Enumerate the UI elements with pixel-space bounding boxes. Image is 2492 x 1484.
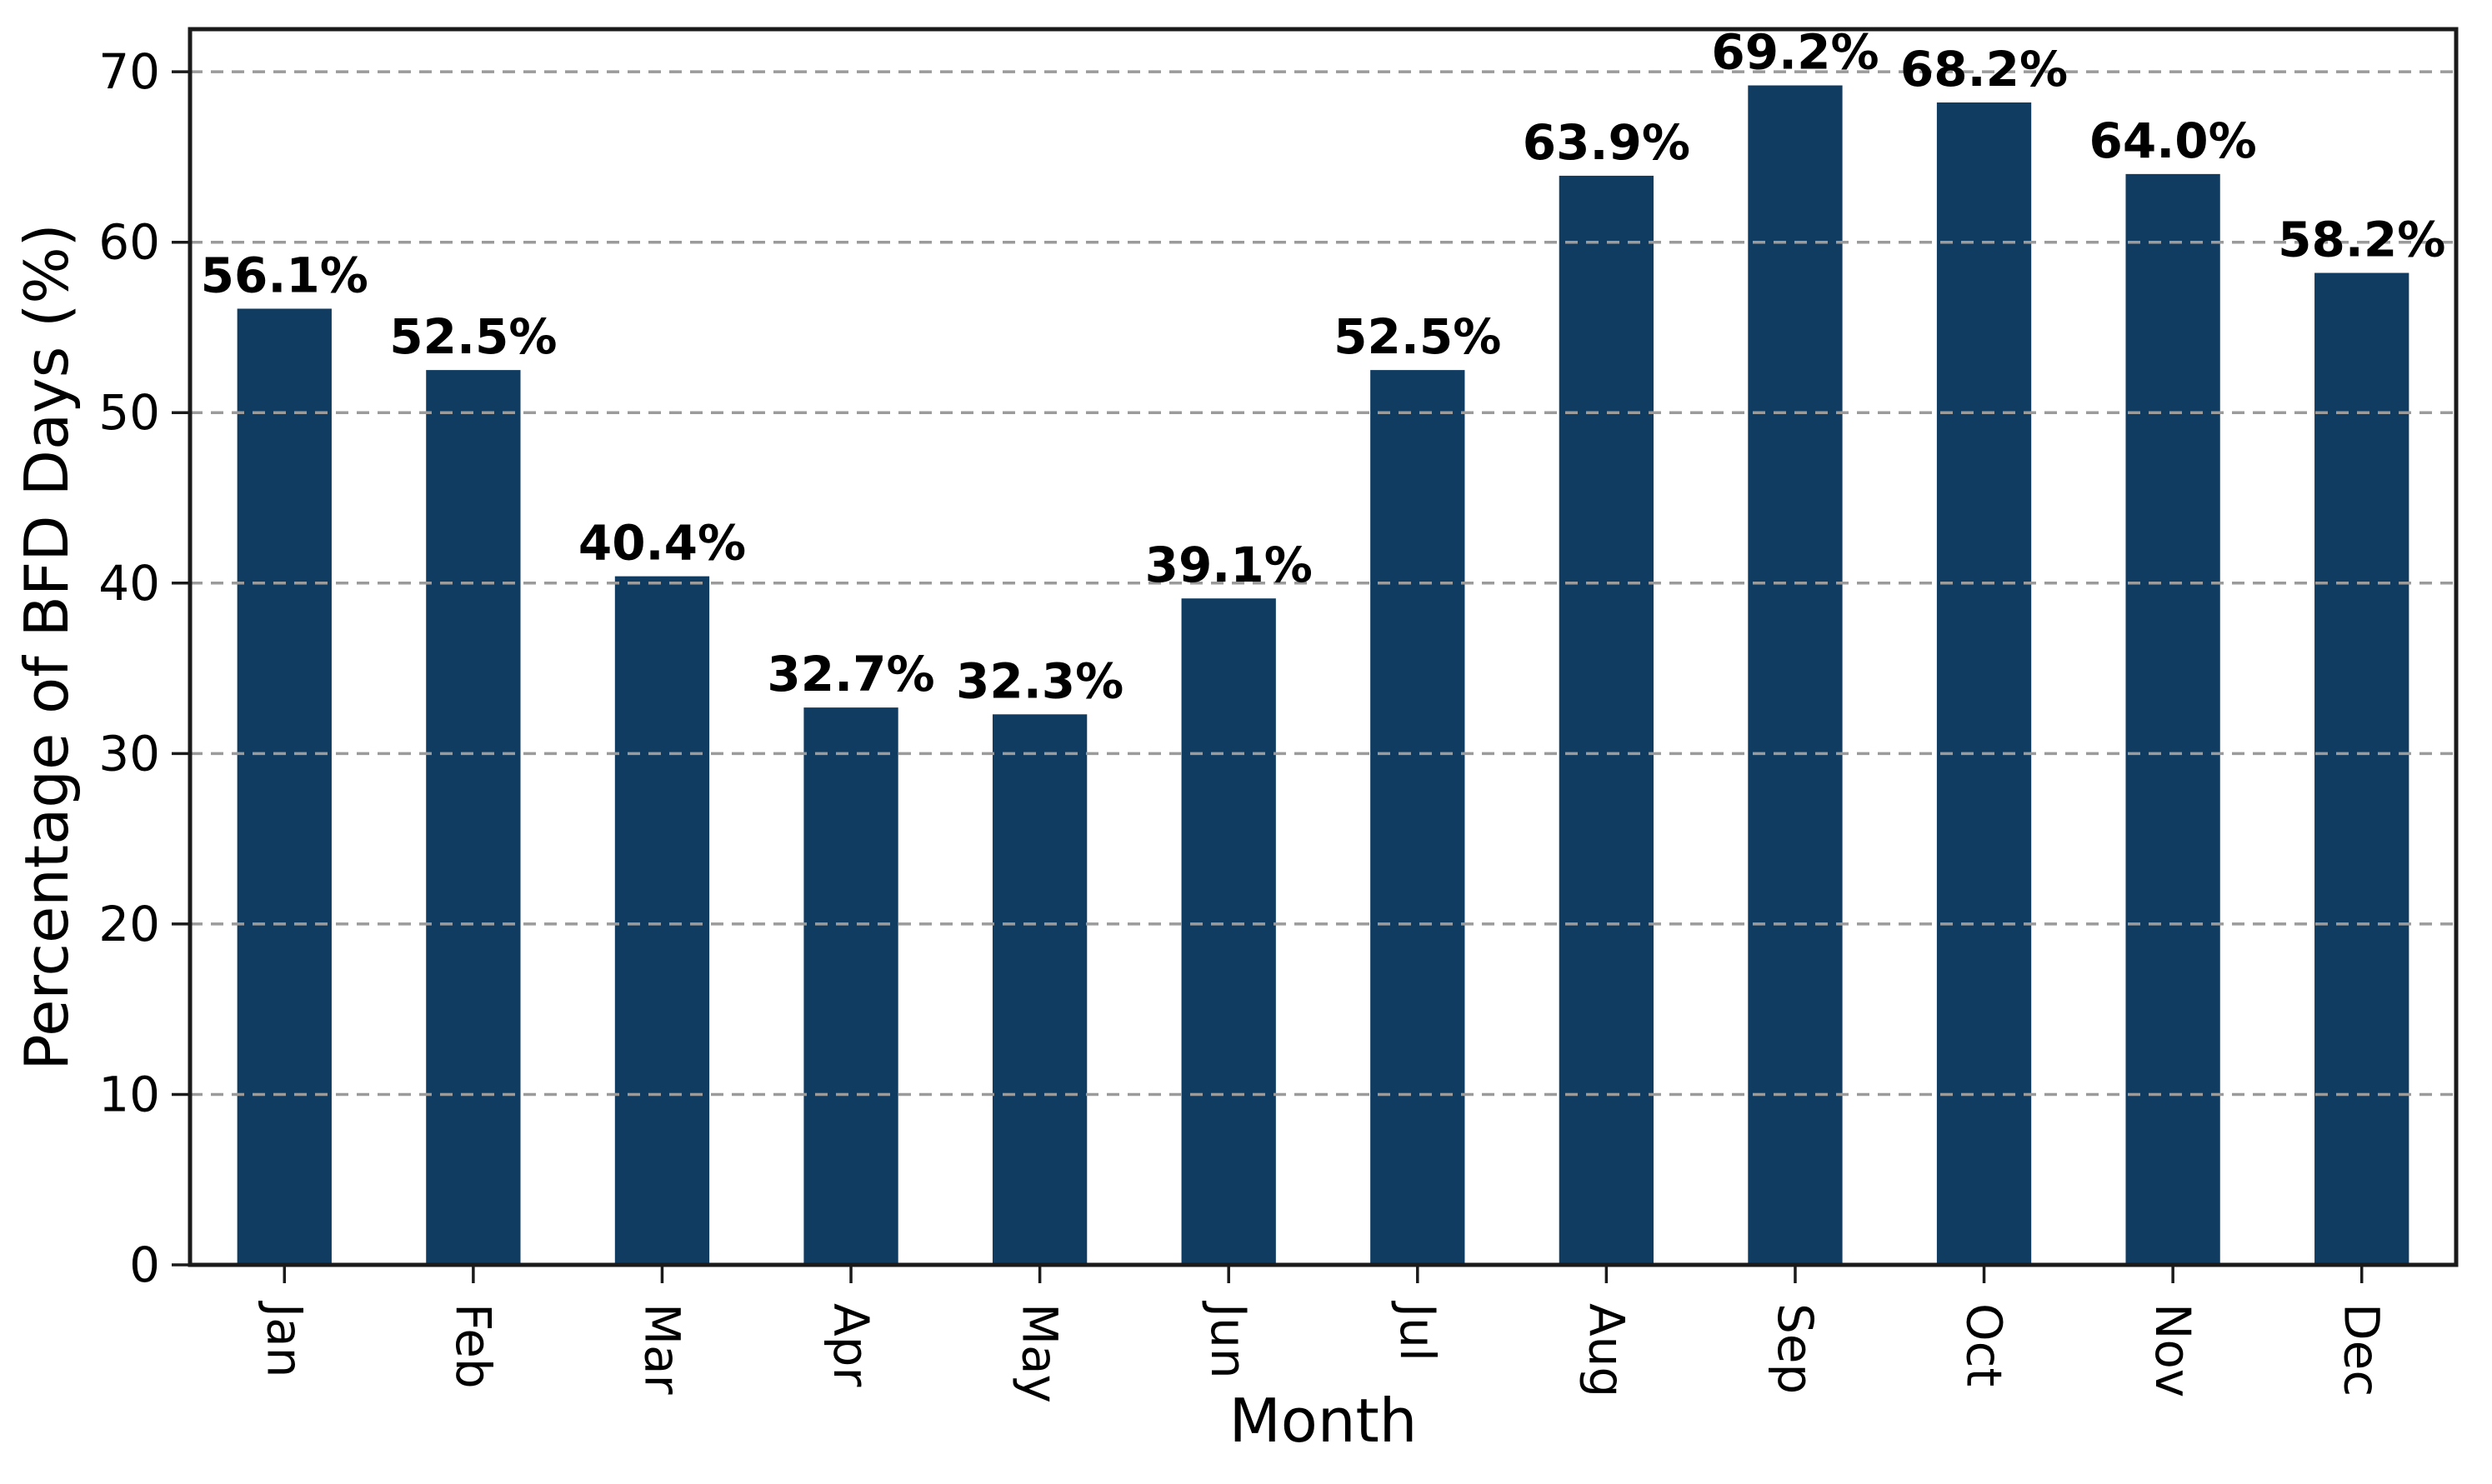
x-tick-label-mar: Mar [633, 1303, 690, 1395]
bar-aug [1559, 175, 1654, 1265]
x-axis-label: Month [1229, 1386, 1418, 1456]
x-tick-label-dec: Dec [2334, 1303, 2390, 1397]
y-tick-label: 20 [98, 896, 160, 952]
x-tick-label-sep: Sep [1767, 1303, 1824, 1394]
x-tick-label-apr: Apr [823, 1303, 879, 1387]
bar-value-label: 68.2% [1900, 41, 2068, 97]
bar-mar [614, 576, 710, 1265]
bar-apr [803, 707, 898, 1265]
bar-value-label: 39.1% [1145, 537, 1313, 593]
x-tick-label-oct: Oct [1956, 1303, 2013, 1387]
bar-value-label: 64.0% [2089, 112, 2257, 169]
x-tick-label-may: May [1012, 1303, 1068, 1403]
bar-value-label: 63.9% [1523, 114, 1690, 171]
x-tick-label-aug: Aug [1578, 1303, 1634, 1397]
bar-feb [426, 370, 521, 1265]
bar-dec [2314, 272, 2409, 1265]
y-tick-label: 0 [129, 1237, 160, 1293]
bar-value-label: 32.7% [767, 646, 934, 702]
bar-jan [237, 308, 332, 1265]
y-axis-label: Percentage of BFD Days (%) [12, 223, 82, 1071]
bar-value-label: 32.3% [956, 652, 1123, 709]
y-tick-label: 50 [98, 384, 160, 441]
bar-value-label: 58.2% [2278, 212, 2445, 268]
bar-jul [1370, 370, 1465, 1265]
x-tick-label-nov: Nov [2144, 1303, 2201, 1397]
y-tick-label: 60 [98, 214, 160, 271]
bar-value-label: 56.1% [201, 247, 368, 303]
x-tick-label-jul: Jul [1389, 1301, 1446, 1362]
plot-frame [188, 27, 2459, 1267]
y-tick-label: 70 [98, 43, 160, 100]
bar-may [992, 714, 1088, 1265]
x-tick-label-jan: Jan [256, 1301, 313, 1377]
bar-value-label: 40.4% [578, 515, 746, 572]
bar-sep [1748, 85, 1843, 1265]
y-tick-label: 30 [98, 725, 160, 782]
bar-value-label: 52.5% [1334, 308, 1501, 365]
y-tick-label: 10 [98, 1066, 160, 1122]
bar-jun [1181, 598, 1276, 1265]
x-tick-label-feb: Feb [445, 1303, 502, 1389]
x-tick-label-jun: Jun [1200, 1301, 1257, 1379]
y-tick-label: 40 [98, 555, 160, 612]
bar-value-label: 69.2% [1711, 24, 1879, 81]
bar-oct [1936, 102, 2032, 1265]
bar-value-label: 52.5% [389, 308, 557, 365]
bar-nov [2125, 173, 2220, 1265]
